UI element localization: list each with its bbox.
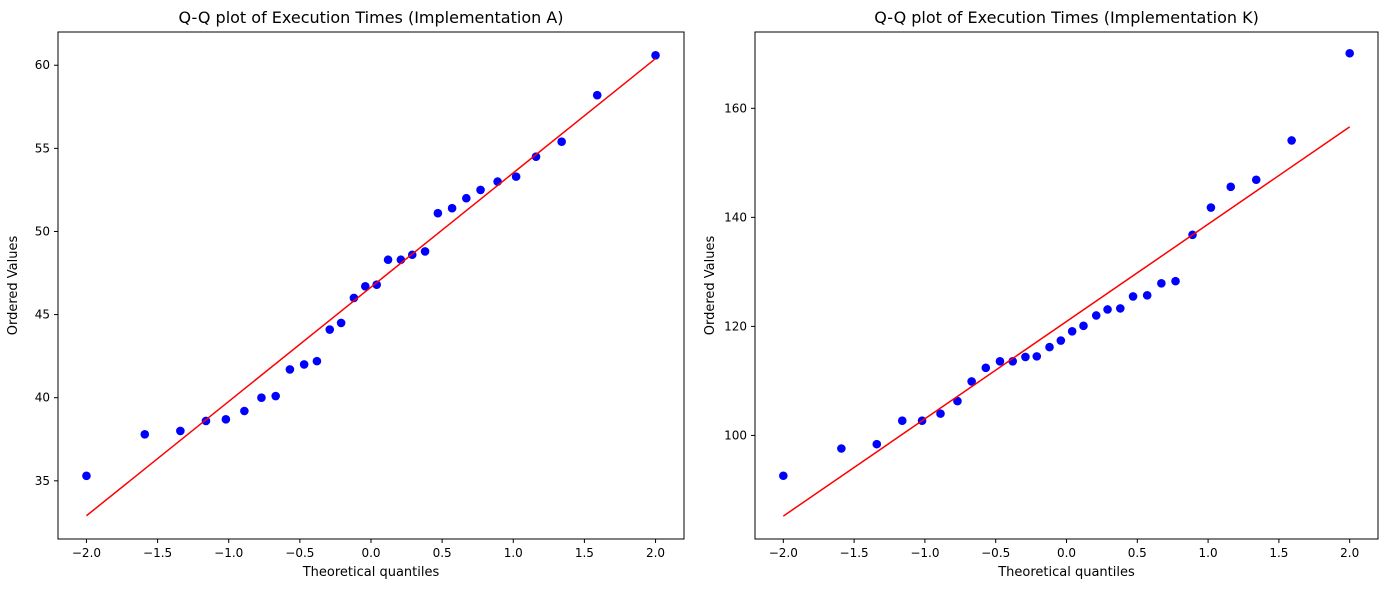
- x-tick-label: 0.5: [1128, 546, 1147, 560]
- data-point: [336, 318, 346, 328]
- data-point: [140, 429, 150, 439]
- y-axis-label: Ordered Values: [6, 236, 21, 336]
- data-point: [420, 247, 430, 256]
- data-point: [592, 90, 602, 100]
- x-tick-label: −0.5: [285, 546, 314, 560]
- x-tick-label: −1.0: [910, 546, 939, 560]
- x-tick-label: 2.0: [646, 546, 665, 560]
- qq-plot-implementation-a: Q-Q plot of Execution Times (Implementat…: [6, 8, 685, 580]
- data-point: [1079, 321, 1088, 331]
- y-tick-label: 35: [35, 474, 50, 488]
- data-point: [312, 356, 322, 366]
- x-tick-label: 0.5: [433, 546, 452, 560]
- data-point: [837, 444, 846, 453]
- axes-frame: [754, 31, 1379, 540]
- y-tick-label: 100: [724, 428, 747, 442]
- data-point: [1091, 311, 1101, 320]
- data-point: [1345, 48, 1354, 58]
- data-point: [1142, 291, 1152, 300]
- data-point: [557, 137, 566, 147]
- data-point: [1032, 352, 1042, 361]
- data-point: [476, 185, 485, 195]
- chart-title: Q-Q plot of Execution Times (Implementat…: [874, 8, 1259, 27]
- x-tick-label: −1.0: [214, 546, 243, 560]
- data-point: [511, 172, 521, 181]
- data-point: [1056, 336, 1066, 345]
- data-point: [953, 396, 962, 406]
- data-point: [1021, 352, 1030, 362]
- x-tick-label: −2.0: [769, 546, 798, 560]
- data-point: [299, 360, 309, 369]
- data-point: [531, 152, 541, 161]
- data-point: [1116, 304, 1125, 313]
- x-tick-label: 2.0: [1340, 546, 1359, 560]
- axes-frame: [57, 31, 685, 540]
- data-point: [447, 203, 457, 213]
- y-tick-label: 120: [724, 319, 747, 333]
- x-axis-label: Theoretical quantiles: [302, 565, 440, 580]
- x-tick-label: −1.5: [840, 546, 869, 560]
- qq-plot-implementation-k: Q-Q plot of Execution Times (Implementat…: [703, 8, 1379, 580]
- data-point: [383, 255, 393, 265]
- y-tick-label: 45: [35, 308, 50, 322]
- data-point: [1157, 279, 1166, 288]
- reference-line: [782, 126, 1351, 517]
- y-tick-label: 55: [35, 141, 50, 155]
- data-point: [82, 471, 91, 481]
- data-point: [1128, 292, 1138, 301]
- data-point: [1171, 276, 1180, 286]
- x-tick-label: −1.5: [143, 546, 172, 560]
- data-point: [349, 293, 359, 303]
- y-tick-label: 60: [35, 58, 50, 72]
- data-point: [257, 393, 266, 403]
- data-point: [1045, 342, 1054, 352]
- x-tick-label: −2.0: [72, 546, 101, 560]
- data-point: [372, 280, 381, 289]
- data-point: [1251, 175, 1261, 185]
- data-point: [433, 208, 443, 218]
- x-tick-label: 1.5: [575, 546, 594, 560]
- x-tick-label: 0.0: [361, 546, 380, 560]
- x-tick-label: 1.5: [1269, 546, 1288, 560]
- y-tick-label: 140: [724, 210, 747, 224]
- data-point: [897, 416, 907, 426]
- y-tick-label: 40: [35, 391, 50, 405]
- data-point: [981, 363, 991, 373]
- x-tick-label: 1.0: [1199, 546, 1218, 560]
- data-point: [1206, 203, 1216, 212]
- data-point: [176, 426, 185, 436]
- data-point: [462, 193, 471, 203]
- x-tick-label: 1.0: [504, 546, 523, 560]
- data-point: [1287, 136, 1296, 145]
- data-point: [995, 356, 1005, 366]
- data-point: [779, 471, 788, 481]
- data-point: [221, 415, 231, 424]
- x-tick-label: −0.5: [981, 546, 1010, 560]
- data-point: [1103, 305, 1112, 314]
- data-point: [271, 391, 280, 401]
- data-point: [1226, 182, 1236, 192]
- data-point: [967, 377, 976, 386]
- y-axis-label: Ordered Values: [703, 236, 718, 336]
- data-point: [872, 439, 882, 449]
- data-point: [285, 365, 295, 374]
- data-point: [1067, 326, 1077, 336]
- x-tick-label: 0.0: [1057, 546, 1076, 560]
- x-axis-label: Theoretical quantiles: [997, 565, 1135, 580]
- data-point: [651, 50, 660, 60]
- chart-title: Q-Q plot of Execution Times (Implementat…: [178, 8, 563, 27]
- y-tick-label: 160: [724, 101, 747, 115]
- data-point: [361, 282, 370, 291]
- y-tick-label: 50: [35, 224, 50, 238]
- data-point: [240, 406, 249, 416]
- data-point: [325, 325, 335, 334]
- reference-line: [85, 58, 657, 517]
- data-point: [936, 409, 945, 418]
